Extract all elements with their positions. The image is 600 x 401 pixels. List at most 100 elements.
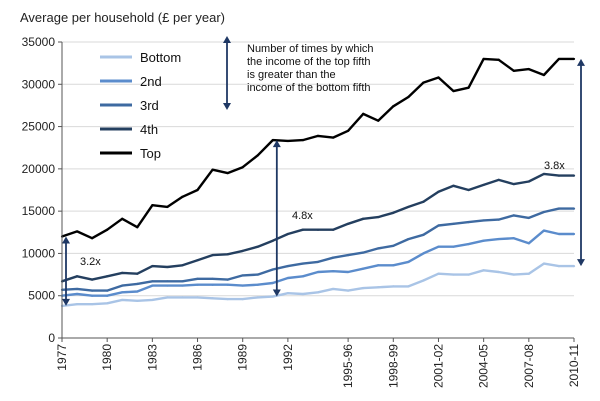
y-axis-title: Average per household (£ per year) bbox=[20, 10, 225, 25]
point-3rd-25 bbox=[437, 224, 440, 227]
legend-label-bottom: Bottom bbox=[140, 50, 181, 65]
point-2nd-9 bbox=[196, 283, 199, 286]
point-4th-24 bbox=[422, 200, 425, 203]
point-bottom-13 bbox=[256, 296, 259, 299]
point-top-6 bbox=[151, 204, 154, 207]
x-tick-label-6: 1983 bbox=[145, 344, 159, 371]
point-4th-32 bbox=[542, 172, 545, 176]
annotation-explainer-line-0: Number of times by which bbox=[247, 43, 374, 55]
point-2nd-20 bbox=[362, 267, 365, 270]
point-3rd-24 bbox=[422, 233, 425, 236]
point-3rd-30 bbox=[512, 214, 515, 217]
point-3rd-32 bbox=[542, 210, 545, 214]
point-2nd-32 bbox=[542, 229, 545, 232]
point-bottom-34 bbox=[572, 265, 576, 268]
point-2nd-22 bbox=[392, 264, 395, 267]
x-tick-label-3: 1980 bbox=[100, 344, 114, 371]
point-2nd-29 bbox=[497, 237, 500, 241]
y-tick-label-20000: 20000 bbox=[22, 162, 56, 176]
point-bottom-7 bbox=[166, 296, 169, 299]
point-top-2 bbox=[91, 237, 94, 240]
annotation-ratio-3-2: 3.2x bbox=[80, 256, 101, 268]
series-line-3rd bbox=[61, 207, 574, 292]
y-tick-label-15000: 15000 bbox=[22, 204, 56, 218]
point-3rd-18 bbox=[331, 256, 335, 259]
point-top-24 bbox=[422, 81, 425, 84]
point-2nd-34 bbox=[572, 232, 576, 236]
x-tick-label-22: 1998-99 bbox=[386, 344, 400, 388]
annotation-ratio-3-8: 3.8x bbox=[544, 160, 565, 172]
point-bottom-4 bbox=[121, 298, 124, 302]
point-4th-23 bbox=[407, 205, 410, 209]
point-bottom-2 bbox=[91, 303, 94, 306]
point-2nd-7 bbox=[166, 284, 169, 287]
point-bottom-6 bbox=[151, 298, 154, 302]
point-2nd-11 bbox=[226, 283, 229, 286]
point-bottom-22 bbox=[392, 285, 395, 288]
point-3rd-5 bbox=[136, 282, 139, 285]
point-top-4 bbox=[121, 217, 124, 220]
point-3rd-19 bbox=[347, 254, 350, 257]
point-2nd-23 bbox=[407, 260, 410, 263]
point-top-9 bbox=[196, 188, 199, 192]
point-bottom-21 bbox=[377, 286, 380, 289]
x-tick-label-15: 1992 bbox=[281, 344, 295, 371]
x-tick-label-31: 2007-08 bbox=[522, 344, 536, 388]
point-top-14 bbox=[271, 139, 274, 142]
point-2nd-27 bbox=[467, 243, 470, 246]
point-4th-33 bbox=[557, 174, 561, 177]
y-tick-label-30000: 30000 bbox=[22, 77, 56, 91]
point-bottom-30 bbox=[512, 273, 515, 276]
point-4th-26 bbox=[452, 184, 455, 187]
point-4th-27 bbox=[467, 188, 470, 192]
point-bottom-16 bbox=[301, 292, 305, 296]
point-2nd-31 bbox=[527, 242, 530, 245]
point-3rd-12 bbox=[241, 274, 244, 277]
legend-ratio-arrow-head-bottom bbox=[223, 103, 231, 110]
point-top-8 bbox=[181, 195, 184, 198]
y-tick-label-5000: 5000 bbox=[28, 289, 55, 303]
y-axis-ticks: 0 5000 10000 15000 20000 25000 30000 35000 bbox=[22, 35, 62, 345]
point-bottom-12 bbox=[241, 297, 244, 301]
point-top-16 bbox=[301, 139, 305, 142]
point-2nd-33 bbox=[557, 232, 561, 236]
point-3rd-11 bbox=[226, 278, 229, 281]
point-4th-4 bbox=[121, 271, 124, 274]
point-top-30 bbox=[512, 69, 515, 72]
point-top-1 bbox=[75, 230, 79, 233]
point-top-33 bbox=[557, 57, 561, 61]
point-3rd-6 bbox=[151, 280, 154, 283]
point-3rd-22 bbox=[392, 244, 395, 247]
point-3rd-8 bbox=[181, 280, 184, 283]
point-4th-21 bbox=[377, 215, 380, 219]
point-2nd-8 bbox=[181, 284, 184, 287]
point-4th-17 bbox=[316, 228, 320, 231]
point-4th-31 bbox=[527, 180, 530, 183]
point-3rd-16 bbox=[301, 262, 305, 265]
point-top-29 bbox=[497, 58, 500, 61]
point-2nd-14 bbox=[271, 281, 274, 285]
ratio-arrow-1977-head-top bbox=[62, 236, 70, 244]
point-2nd-28 bbox=[482, 239, 485, 242]
x-tick-label-25: 2001-02 bbox=[431, 344, 445, 388]
point-2nd-17 bbox=[316, 270, 320, 274]
point-4th-8 bbox=[181, 264, 184, 267]
point-bottom-23 bbox=[407, 285, 410, 288]
y-tick-label-35000: 35000 bbox=[22, 35, 56, 49]
point-4th-28 bbox=[482, 183, 485, 187]
point-4th-2 bbox=[91, 278, 94, 281]
point-2nd-13 bbox=[256, 283, 259, 286]
point-2nd-5 bbox=[136, 290, 139, 293]
point-bottom-17 bbox=[316, 291, 320, 294]
point-3rd-2 bbox=[91, 289, 94, 292]
point-3rd-26 bbox=[452, 222, 455, 225]
point-top-13 bbox=[256, 154, 259, 157]
point-bottom-5 bbox=[136, 299, 139, 302]
point-bottom-27 bbox=[467, 273, 470, 276]
point-4th-1 bbox=[75, 275, 79, 278]
y-tick-label-10000: 10000 bbox=[22, 246, 56, 260]
point-top-7 bbox=[166, 205, 169, 209]
legend: Bottom 2nd 3rd 4th Top bbox=[100, 50, 181, 161]
point-3rd-28 bbox=[482, 219, 485, 222]
